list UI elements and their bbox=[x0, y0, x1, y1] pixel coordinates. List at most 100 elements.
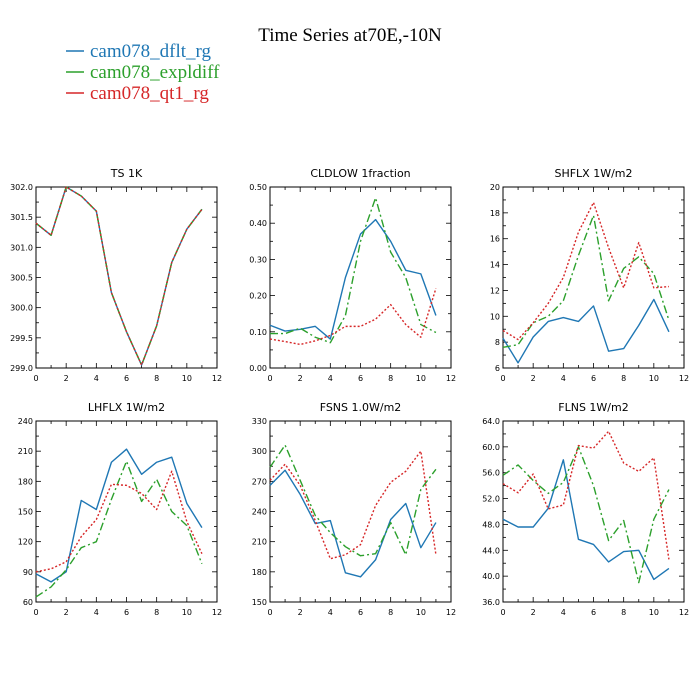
series-line-cam078_expldiff bbox=[35, 186, 203, 366]
x-tick-label: 10 bbox=[416, 374, 426, 383]
series-line-cam078_qt1_rg bbox=[502, 201, 669, 341]
series-line-cam078_qt1_rg bbox=[269, 288, 437, 346]
y-tick-label: 60 bbox=[23, 598, 33, 607]
panels: TS 1K 0 2 4 6 8 10 12 299.0 299.5 300.0 300.5 301.0 3… bbox=[10, 167, 689, 617]
x-tick-label: 12 bbox=[212, 608, 222, 617]
x-tick-label: 0 bbox=[500, 374, 505, 383]
y-tick-label: 18 bbox=[490, 209, 500, 218]
y-tick-label: 40.0 bbox=[482, 572, 500, 581]
x-tick-label: 0 bbox=[33, 374, 38, 383]
y-tick-label: 120 bbox=[18, 538, 33, 547]
x-tick-label: 2 bbox=[531, 374, 536, 383]
legend-entry-2: cam078_qt1_rg bbox=[90, 83, 209, 104]
y-tick-label: 180 bbox=[18, 477, 33, 486]
y-tick-label: 6 bbox=[495, 364, 500, 373]
y-tick-label: 0.40 bbox=[249, 219, 267, 228]
panel-3: LHFLX 1W/m2 0 2 4 6 8 10 12 60 90 120 150 180 210 240 bbox=[18, 401, 222, 617]
x-tick-label: 8 bbox=[154, 374, 159, 383]
y-tick-label: 0.30 bbox=[249, 255, 267, 264]
x-tick-label: 4 bbox=[94, 608, 99, 617]
y-tick-label: 64.0 bbox=[482, 417, 500, 426]
y-tick-label: 299.5 bbox=[10, 334, 33, 343]
x-tick-label: 6 bbox=[591, 374, 596, 383]
y-tick-label: 270 bbox=[252, 477, 267, 486]
x-tick-label: 6 bbox=[124, 374, 129, 383]
y-tick-label: 0.50 bbox=[249, 183, 267, 192]
y-tick-label: 301.5 bbox=[10, 213, 33, 222]
series-line-cam078_dflt_rg bbox=[502, 298, 670, 364]
panel-5: FLNS 1W/m2 0 2 4 6 8 10 12 36.0 40.0 44.0 48.0 52.0 5… bbox=[482, 401, 689, 617]
y-tick-label: 210 bbox=[18, 447, 33, 456]
x-tick-label: 10 bbox=[182, 374, 192, 383]
x-tick-label: 4 bbox=[561, 374, 566, 383]
y-tick-label: 300 bbox=[252, 447, 267, 456]
series-line-cam078_expldiff bbox=[502, 214, 670, 348]
series-line-cam078_dflt_rg bbox=[35, 448, 203, 583]
series-line-cam078_qt1_rg bbox=[502, 430, 670, 560]
y-tick-label: 240 bbox=[18, 417, 33, 426]
legend-entry-0: cam078_dflt_rg bbox=[90, 41, 212, 62]
y-tick-label: 20 bbox=[490, 183, 500, 192]
series-line-cam078_expldiff bbox=[269, 444, 437, 557]
series-line-cam078_dflt_rg bbox=[269, 469, 437, 578]
y-tick-label: 300.0 bbox=[10, 304, 33, 313]
y-tick-label: 240 bbox=[252, 508, 267, 517]
x-tick-label: 10 bbox=[649, 374, 659, 383]
x-tick-label: 2 bbox=[298, 374, 303, 383]
y-tick-label: 0.00 bbox=[249, 364, 267, 373]
y-tick-label: 210 bbox=[252, 538, 267, 547]
y-tick-label: 48.0 bbox=[482, 520, 500, 529]
x-tick-label: 0 bbox=[500, 608, 505, 617]
series-line-cam078_qt1_rg bbox=[269, 450, 437, 560]
x-tick-label: 8 bbox=[621, 608, 626, 617]
y-tick-label: 36.0 bbox=[482, 598, 500, 607]
y-tick-label: 330 bbox=[252, 417, 267, 426]
x-tick-label: 8 bbox=[388, 608, 393, 617]
panel-title: TS 1K bbox=[110, 167, 143, 180]
x-tick-label: 8 bbox=[388, 374, 393, 383]
x-tick-label: 12 bbox=[679, 608, 689, 617]
series-line-cam078_dflt_rg bbox=[35, 186, 203, 366]
y-tick-label: 16 bbox=[490, 235, 500, 244]
series-line-cam078_expldiff bbox=[35, 460, 203, 598]
panel-1: CLDLOW 1fraction 0 2 4 6 8 10 12 0.00 0.10 0.20 0.3… bbox=[249, 167, 456, 383]
y-tick-label: 44.0 bbox=[482, 546, 500, 555]
x-tick-label: 2 bbox=[64, 608, 69, 617]
x-tick-label: 12 bbox=[679, 374, 689, 383]
plot-frame bbox=[269, 420, 452, 603]
y-tick-label: 0.20 bbox=[249, 292, 267, 301]
series-line-cam078_expldiff bbox=[270, 197, 437, 344]
y-tick-label: 0.10 bbox=[249, 328, 267, 337]
y-tick-label: 52.0 bbox=[482, 495, 500, 504]
x-tick-label: 2 bbox=[64, 374, 69, 383]
panel-title: CLDLOW 1fraction bbox=[310, 167, 410, 180]
y-tick-label: 299.0 bbox=[10, 364, 33, 373]
y-tick-label: 301.0 bbox=[10, 243, 33, 252]
x-tick-label: 4 bbox=[328, 374, 333, 383]
x-tick-label: 0 bbox=[267, 608, 272, 617]
y-tick-label: 180 bbox=[252, 568, 267, 577]
panel-title: LHFLX 1W/m2 bbox=[88, 401, 165, 414]
y-tick-label: 56.0 bbox=[482, 469, 500, 478]
x-tick-label: 8 bbox=[621, 374, 626, 383]
panel-4: FSNS 1.0W/m2 0 2 4 6 8 10 12 150 180 210 240 270 300 3… bbox=[252, 401, 456, 617]
y-tick-label: 300.5 bbox=[10, 274, 33, 283]
y-tick-label: 14 bbox=[490, 261, 500, 270]
x-tick-label: 12 bbox=[212, 374, 222, 383]
y-tick-label: 90 bbox=[23, 568, 33, 577]
series-line-cam078_qt1_rg bbox=[35, 470, 203, 573]
y-tick-label: 150 bbox=[252, 598, 267, 607]
plot-frame bbox=[269, 186, 452, 369]
y-tick-label: 8 bbox=[495, 338, 500, 347]
legend: cam078_dflt_rgcam078_expldiffcam078_qt1_… bbox=[66, 41, 220, 104]
x-tick-label: 8 bbox=[154, 608, 159, 617]
plot-frame bbox=[502, 420, 685, 603]
x-tick-label: 2 bbox=[298, 608, 303, 617]
x-tick-label: 10 bbox=[649, 608, 659, 617]
y-tick-label: 12 bbox=[490, 286, 500, 295]
panel-2: SHFLX 1W/m2 0 2 4 6 8 10 12 6 8 10 12 14 16 18 20 bbox=[490, 167, 689, 383]
x-tick-label: 0 bbox=[267, 374, 272, 383]
x-tick-label: 6 bbox=[358, 608, 363, 617]
y-tick-label: 60.0 bbox=[482, 443, 500, 452]
